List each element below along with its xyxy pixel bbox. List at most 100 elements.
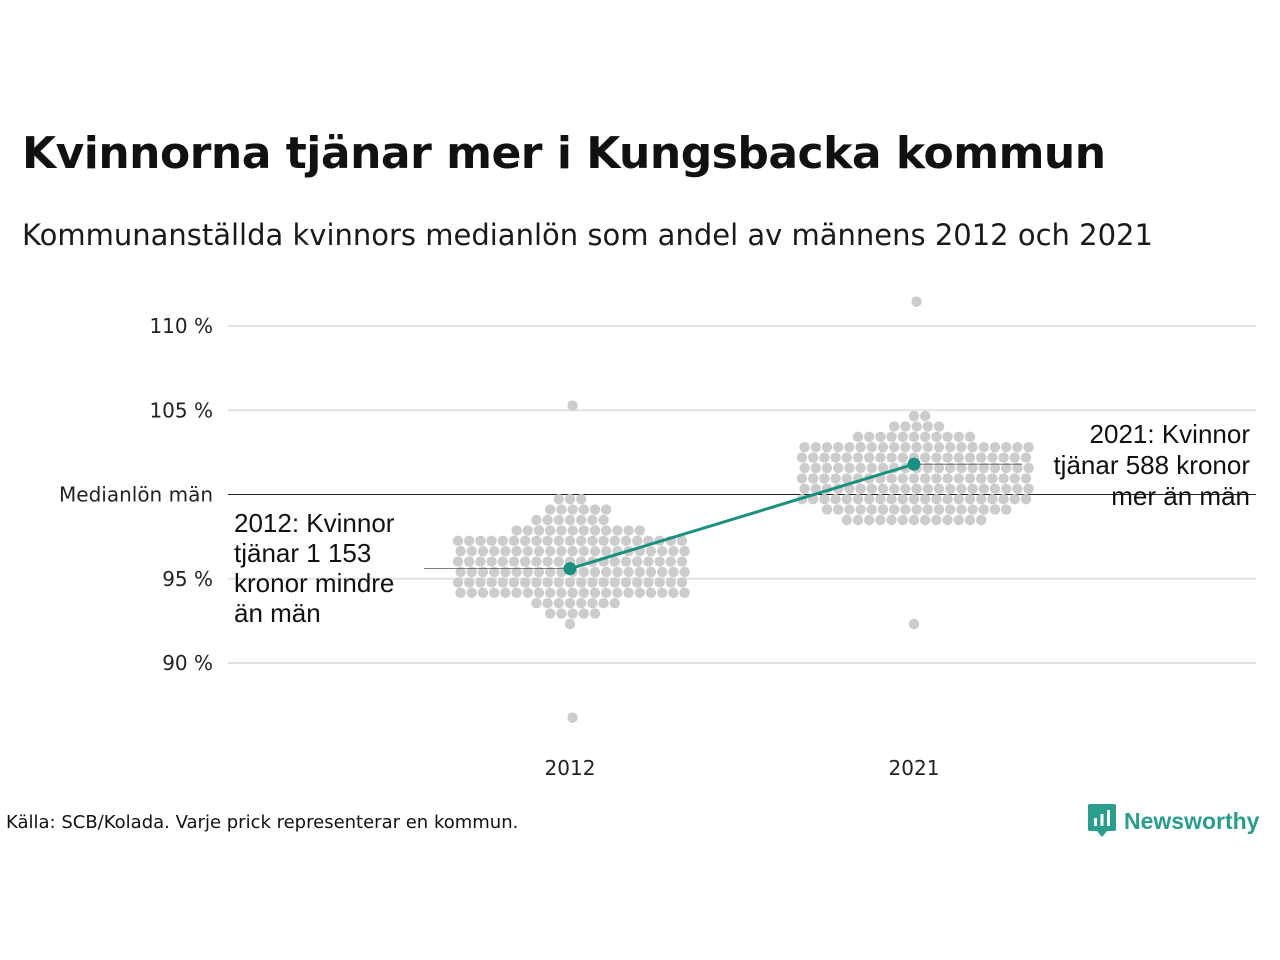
municipality-dot — [987, 452, 998, 463]
municipality-dot — [665, 577, 676, 588]
municipality-dot — [567, 525, 578, 536]
municipality-dot — [852, 452, 864, 463]
municipality-dot — [844, 442, 855, 453]
municipality-dot — [1012, 462, 1023, 474]
annotation-layer: 2012: Kvinnor tjänar 1 153 kronor mindre än… — [234, 419, 1250, 628]
municipality-dot — [976, 452, 987, 463]
municipality-dot — [601, 587, 612, 598]
municipality-dot — [855, 442, 866, 453]
municipality-dot — [609, 535, 620, 546]
municipality-dot — [542, 556, 553, 567]
municipality-dot — [654, 556, 665, 567]
municipality-dot — [897, 494, 908, 505]
municipality-dot — [877, 442, 889, 453]
municipality-dot — [657, 546, 668, 557]
municipality-dot — [819, 452, 830, 463]
x-tick-label: 2012 — [545, 756, 596, 780]
municipality-dot — [922, 421, 933, 432]
municipality-dot — [875, 494, 886, 505]
municipality-dot — [956, 442, 967, 453]
municipality-dot — [908, 494, 920, 505]
municipality-dot — [609, 598, 620, 609]
municipality-dot — [833, 462, 844, 474]
municipality-dot — [908, 618, 920, 630]
municipality-dot — [553, 577, 564, 588]
municipality-dot — [464, 556, 475, 567]
municipality-dot — [821, 462, 833, 474]
municipality-dot — [542, 535, 553, 546]
municipality-dot — [796, 452, 808, 463]
municipality-dot — [679, 546, 690, 557]
x-tick-label: 2021 — [889, 756, 940, 780]
municipality-dot — [522, 587, 533, 598]
municipality-dot — [520, 535, 531, 546]
municipality-dot — [634, 587, 645, 598]
municipality-dot — [911, 483, 922, 494]
municipality-dot — [942, 473, 953, 484]
municipality-dot — [612, 525, 623, 536]
municipality-dot — [508, 577, 520, 588]
municipality-dot — [978, 442, 989, 453]
municipality-dot — [931, 431, 942, 442]
municipality-dot — [466, 587, 477, 598]
municipality-dot — [679, 566, 690, 578]
municipality-dot — [567, 504, 578, 515]
municipality-dot — [833, 442, 844, 453]
municipality-dot — [545, 525, 556, 536]
municipality-dot — [665, 556, 676, 567]
municipality-dot — [676, 535, 688, 546]
municipality-dot — [522, 566, 533, 578]
municipality-dot — [841, 494, 852, 505]
municipality-dot — [620, 535, 632, 546]
municipality-dot — [452, 556, 464, 567]
municipality-dot — [942, 431, 953, 442]
municipality-dot — [897, 473, 908, 484]
municipality-dot — [897, 431, 908, 442]
municipality-dot — [945, 483, 956, 494]
municipality-dot — [864, 494, 875, 505]
municipality-dot — [864, 514, 875, 526]
municipality-dot — [598, 535, 609, 546]
municipality-dot — [810, 462, 821, 474]
municipality-dot — [964, 452, 976, 463]
brand[interactable]: Newsworthy — [1088, 800, 1259, 842]
y-tick-label: 110 % — [149, 314, 213, 338]
municipality-dot — [819, 473, 830, 484]
municipality-dot — [578, 566, 589, 578]
municipality-dot — [533, 587, 545, 598]
municipality-dot — [587, 577, 598, 588]
municipality-dot — [587, 535, 598, 546]
municipality-dot — [520, 577, 531, 588]
municipality-dot — [931, 514, 942, 526]
annotation-2021: 2021: Kvinnor tjänar 588 kronor mer än män — [1053, 419, 1250, 511]
municipality-dot — [601, 566, 612, 578]
municipality-dot — [508, 556, 520, 567]
municipality-dot — [844, 504, 855, 515]
municipality-dot — [889, 421, 900, 432]
municipality-dot — [978, 462, 989, 474]
municipality-dot — [922, 442, 933, 453]
municipality-dot — [875, 514, 886, 526]
municipality-dot — [564, 598, 576, 609]
municipality-dot — [589, 525, 601, 536]
municipality-dot — [933, 421, 945, 432]
municipality-dot — [978, 504, 989, 515]
municipality-dot — [522, 525, 533, 536]
municipality-dot — [623, 566, 634, 578]
municipality-dot — [452, 577, 464, 588]
municipality-dot — [852, 494, 864, 505]
municipality-dot — [632, 535, 643, 546]
municipality-dot — [553, 598, 564, 609]
y-tick-label: 95 % — [162, 567, 213, 591]
municipality-dot — [945, 504, 956, 515]
municipality-dot — [589, 566, 601, 578]
municipality-dot — [844, 462, 855, 474]
municipality-dot — [545, 566, 556, 578]
municipality-dot — [877, 483, 889, 494]
municipality-dot — [553, 556, 564, 567]
municipality-dot — [578, 546, 589, 557]
municipality-dot — [976, 494, 987, 505]
highlight-layer — [563, 457, 921, 576]
municipality-dot — [922, 504, 933, 515]
municipality-dot — [553, 514, 564, 526]
